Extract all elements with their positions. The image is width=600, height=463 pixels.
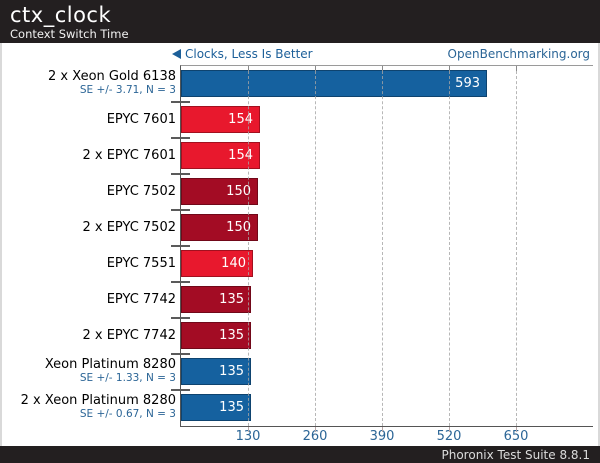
row-label: EPYC 7551 [106,255,176,271]
y-axis-row-tick [171,173,190,175]
gridline [248,66,249,426]
y-axis-row-tick [171,281,190,283]
row-label-group: EPYC 7742 [2,281,176,317]
page-subtitle: Context Switch Time [10,27,129,41]
result-bar: 154 [181,106,260,133]
axis-tick-mark [516,427,517,432]
y-axis-row-tick [171,317,190,319]
row-label: EPYC 7601 [106,111,176,127]
row-label: 2 x Xeon Platinum 8280 [20,393,176,408]
row-label-group: EPYC 7551 [2,245,176,281]
row-label-group: 2 x EPYC 7601 [2,137,176,173]
bar-value-label: 150 [226,220,251,235]
page-title: ctx_clock [10,3,112,27]
row-label-group: 2 x EPYC 7502 [2,209,176,245]
chart-area: Clocks, Less Is Better OpenBenchmarking.… [0,43,600,446]
row-label: 2 x EPYC 7502 [82,219,176,235]
bar-row: 150 [181,210,593,246]
gridline [516,66,517,426]
bar-row: 154 [181,102,593,138]
bar-row: 140 [181,246,593,282]
result-footer: Phoronix Test Suite 8.8.1 [0,446,600,463]
row-label: Xeon Platinum 8280 [44,357,176,372]
result-bar: 135 [181,322,251,349]
bar-row: 135 [181,390,593,426]
row-label-group: 2 x EPYC 7742 [2,317,176,353]
bar-row: 593 [181,66,593,102]
x-axis-tick-label: 520 [436,429,462,444]
row-label-group: 2 x Xeon Platinum 8280 SE +/- 0.67, N = 3 [2,389,176,425]
x-axis-tick-label: 650 [503,429,529,444]
bar-value-label: 154 [228,112,253,127]
axis-tick-mark [315,427,316,432]
result-bar: 140 [181,250,253,277]
axis-tick-mark [516,66,517,71]
plot-area: 130 260 390 520 650 593 154 154 150 150 140 135 135 1… [171,65,593,444]
gridline [315,66,316,426]
row-label-group: EPYC 7601 [2,101,176,137]
y-axis-row-tick [171,101,190,103]
openbenchmarking-link[interactable]: OpenBenchmarking.org [447,47,590,61]
row-label: EPYC 7502 [106,183,176,199]
bar-value-label: 135 [219,292,244,307]
result-bar: 154 [181,142,260,169]
result-bar: 150 [181,178,258,205]
result-bar: 135 [181,286,251,313]
result-bar: 593 [181,70,487,97]
result-bar: 135 [181,394,251,421]
bar-value-label: 154 [228,148,253,163]
y-axis-row-tick [171,137,190,139]
y-axis-row-tick [171,389,190,391]
left-arrow-icon [172,49,181,59]
row-se-label: SE +/- 3.71, N = 3 [79,84,176,96]
axis-tick-mark [382,66,383,71]
bar-row: 154 [181,138,593,174]
result-bar: 150 [181,214,258,241]
y-axis-row-tick [171,209,190,211]
y-axis-row-tick [171,353,190,355]
phoronix-version-label: Phoronix Test Suite 8.8.1 [441,447,591,462]
bar-row: 150 [181,174,593,210]
better-direction-label: Clocks, Less Is Better [185,47,313,61]
bar-row: 135 [181,354,593,390]
y-axis-row-tick [171,245,190,247]
axis-tick-mark [449,66,450,71]
bar-row: 135 [181,318,593,354]
gridline [449,66,450,426]
bar-value-label: 135 [219,364,244,379]
bar-value-label: 135 [219,328,244,343]
row-label: EPYC 7742 [106,291,176,307]
x-axis-tick-label: 390 [369,429,395,444]
better-direction-note: Clocks, Less Is Better [172,47,313,61]
row-label-group: EPYC 7502 [2,173,176,209]
result-header: ctx_clock Context Switch Time [0,0,600,43]
row-se-label: SE +/- 0.67, N = 3 [79,408,176,420]
axis-tick-mark [248,427,249,432]
bar-row: 135 [181,282,593,318]
gridline [382,66,383,426]
axis-tick-mark [248,66,249,71]
result-bar: 135 [181,358,251,385]
axis-tick-mark [315,66,316,71]
x-axis-tick-label: 130 [235,429,261,444]
row-label: 2 x EPYC 7742 [82,327,176,343]
axis-tick-mark [449,427,450,432]
y-axis-labels: 2 x Xeon Gold 6138 SE +/- 3.71, N = 3 EPYC… [2,65,176,425]
row-label-group: 2 x Xeon Gold 6138 SE +/- 3.71, N = 3 [2,65,176,101]
bar-value-label: 593 [455,76,480,91]
row-label: 2 x Xeon Gold 6138 [48,69,176,84]
bar-value-label: 135 [219,400,244,415]
row-label: 2 x EPYC 7601 [82,147,176,163]
row-se-label: SE +/- 1.33, N = 3 [79,372,176,384]
bar-value-label: 140 [221,256,246,271]
row-label-group: Xeon Platinum 8280 SE +/- 1.33, N = 3 [2,353,176,389]
bar-value-label: 150 [226,184,251,199]
axis-tick-mark [382,427,383,432]
x-axis-tick-label: 260 [302,429,328,444]
